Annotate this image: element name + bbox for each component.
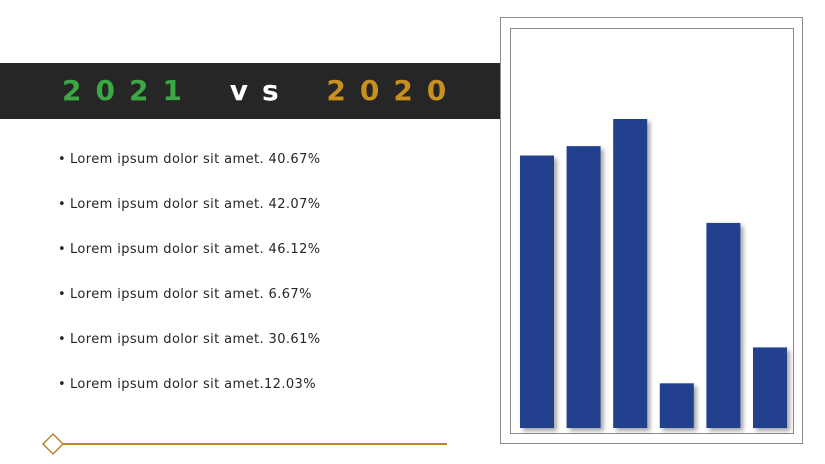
title-year-a: 2021 — [62, 74, 196, 107]
bullet-dot-icon: • — [58, 197, 67, 212]
chart-bar — [706, 222, 741, 428]
bullet-item: • Lorem ipsum dolor sit amet. 30.61% — [58, 332, 321, 352]
bullet-dot-icon: • — [58, 332, 67, 347]
title-bar — [0, 63, 510, 119]
diamond-icon — [41, 432, 65, 456]
bullet-item: • Lorem ipsum dolor sit amet. 42.07% — [58, 197, 321, 217]
chart-bar — [566, 146, 601, 429]
chart-bar — [753, 347, 787, 428]
bullet-dot-icon: • — [58, 242, 67, 257]
chart-frame-inner — [510, 28, 794, 434]
bullet-list: • Lorem ipsum dolor sit amet. 40.67% • Lor… — [58, 152, 321, 422]
bullet-text: Lorem ipsum dolor sit amet. 42.07% — [70, 197, 321, 212]
page-title: 2021 vs 2020 — [62, 63, 460, 119]
bullet-item: • Lorem ipsum dolor sit amet.12.03% — [58, 377, 321, 397]
bullet-item: • Lorem ipsum dolor sit amet. 40.67% — [58, 152, 321, 172]
bullet-text: Lorem ipsum dolor sit amet.12.03% — [70, 377, 316, 392]
title-vs: vs — [229, 74, 293, 107]
bullet-item: • Lorem ipsum dolor sit amet. 6.67% — [58, 287, 321, 307]
bullet-dot-icon: • — [58, 377, 67, 392]
bullet-text: Lorem ipsum dolor sit amet. 6.67% — [70, 287, 312, 302]
bar-chart — [520, 118, 787, 429]
title-year-b: 2020 — [326, 74, 461, 107]
footer-accent — [41, 432, 447, 456]
bullet-dot-icon: • — [58, 152, 67, 167]
bullet-text: Lorem ipsum dolor sit amet. 46.12% — [70, 242, 321, 257]
bullet-text: Lorem ipsum dolor sit amet. 30.61% — [70, 332, 321, 347]
chart-bar — [613, 118, 648, 428]
bullet-dot-icon: • — [58, 287, 67, 302]
chart-bar — [659, 383, 694, 428]
chart-bar — [520, 155, 554, 429]
bullet-text: Lorem ipsum dolor sit amet. 40.67% — [70, 152, 321, 167]
bullet-item: • Lorem ipsum dolor sit amet. 46.12% — [58, 242, 321, 262]
